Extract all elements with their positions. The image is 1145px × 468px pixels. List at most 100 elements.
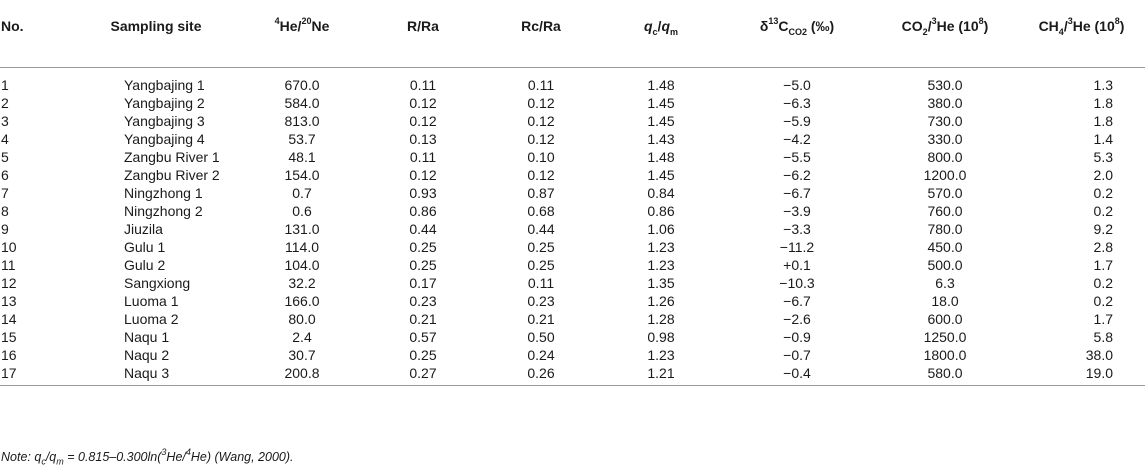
- cell-site: Yangbajing 3: [124, 113, 205, 129]
- cell-qc-qm: 0.86: [647, 203, 675, 219]
- cell-he-ne: 584.0: [284, 95, 320, 111]
- cell-d13c: −3.3: [783, 221, 811, 237]
- table-row: 1 Yangbajing 1 670.0 0.11 0.11 1.48 −5.0 530.0 1…: [0, 68, 1145, 95]
- text-fragment: m: [56, 456, 64, 467]
- cell-rc-ra: 0.11: [527, 275, 555, 291]
- table-row: 11 Gulu 2 104.0 0.25 0.25 1.23 +0.1 500.0 1.7: [0, 256, 1145, 274]
- header-row: No. Sampling site 4He/20Ne R/Ra Rc/Ra qc/qm δ1…: [0, 14, 1145, 68]
- cell-no: 5: [1, 149, 9, 165]
- cell-qc-qm: 1.43: [647, 131, 675, 147]
- cell-qc-qm: 0.98: [647, 329, 675, 345]
- cell-no: 6: [1, 167, 9, 183]
- text-fragment: R/Ra: [407, 18, 439, 34]
- table-row: 6 Zangbu River 2 154.0 0.12 0.12 1.45 −6.2 1200…: [0, 166, 1145, 184]
- cell-rc-ra: 0.10: [527, 149, 555, 165]
- table-row: 7 Ningzhong 1 0.7 0.93 0.87 0.84 −6.7 570.0 0.2: [0, 184, 1145, 202]
- cell-site: Zangbu River 2: [124, 167, 220, 183]
- cell-r-ra: 0.12: [409, 167, 437, 183]
- cell-site: Luoma 2: [124, 311, 179, 327]
- cell-r-ra: 0.86: [409, 203, 437, 219]
- cell-qc-qm: 1.21: [600, 364, 722, 386]
- cell-ch4-he: 1.7: [1093, 311, 1113, 327]
- cell-qc-qm: 1.48: [647, 77, 675, 93]
- text-fragment: 3: [1067, 16, 1073, 27]
- cell-ch4-he: 38.0: [1085, 347, 1113, 363]
- cell-no: 2: [1, 95, 9, 111]
- cell-ch4-he: 5.3: [1093, 149, 1113, 165]
- cell-rc-ra: 0.87: [527, 185, 555, 201]
- cell-no: 17: [0, 364, 72, 386]
- cell-co2-he: 450.0: [927, 239, 963, 255]
- cell-ch4-he: 0.2: [1093, 275, 1113, 291]
- cell-rc-ra: 0.50: [527, 329, 555, 345]
- text-fragment: q: [661, 18, 670, 34]
- cell-no: 7: [1, 185, 9, 201]
- table-row: 4 Yangbajing 4 53.7 0.13 0.12 1.43 −4.2 330.0 1.…: [0, 130, 1145, 148]
- cell-r-ra: 0.57: [409, 329, 437, 345]
- text-fragment: He (10: [936, 18, 979, 34]
- cell-no: 14: [1, 311, 17, 327]
- cell-d13c: −0.7: [783, 347, 811, 363]
- cell-qc-qm: 1.23: [647, 257, 675, 273]
- column-header-d13c: δ13CCO2 (‰): [722, 14, 872, 68]
- cell-co2-he: 18.0: [931, 293, 959, 309]
- cell-site: Ningzhong 2: [124, 203, 203, 219]
- cell-d13c: −3.9: [783, 203, 811, 219]
- cell-site: Sangxiong: [124, 275, 191, 291]
- cell-he-ne: 131.0: [284, 221, 320, 237]
- cell-no: 4: [1, 131, 9, 147]
- column-header-r-ra: R/Ra: [364, 14, 482, 68]
- table-footnote: Note: qc/qm = 0.815–0.300ln(3He/4He) (Wa…: [1, 446, 294, 467]
- text-fragment: q: [643, 18, 653, 34]
- cell-ch4-he: 1.4: [1093, 131, 1113, 147]
- text-fragment: Note: q: [1, 450, 42, 464]
- cell-co2-he: 530.0: [927, 77, 963, 93]
- cell-site: Jiuzila: [124, 221, 163, 237]
- cell-site: Ningzhong 1: [124, 185, 203, 201]
- cell-d13c: −6.7: [783, 293, 811, 309]
- cell-he-ne: 53.7: [288, 131, 316, 147]
- cell-site: Yangbajing 1: [124, 77, 205, 93]
- cell-r-ra: 0.93: [409, 185, 437, 201]
- cell-r-ra: 0.27: [364, 364, 482, 386]
- cell-r-ra: 0.11: [409, 77, 437, 93]
- table-row: 2 Yangbajing 2 584.0 0.12 0.12 1.45 −6.3 380.0 1…: [0, 94, 1145, 112]
- text-fragment: = 0.815–0.300ln(: [63, 450, 162, 464]
- text-fragment: δ: [759, 18, 769, 34]
- text-fragment: 3: [931, 16, 937, 27]
- cell-rc-ra: 0.12: [527, 95, 555, 111]
- cell-he-ne: 30.7: [288, 347, 316, 363]
- text-fragment: /: [657, 18, 662, 34]
- cell-qc-qm: 1.06: [647, 221, 675, 237]
- table-row: 16 Naqu 2 30.7 0.25 0.24 1.23 −0.7 1800.0 38.0: [0, 346, 1145, 364]
- cell-ch4-he: 1.7: [1093, 257, 1113, 273]
- cell-no: 3: [1, 113, 9, 129]
- table-row: 12 Sangxiong 32.2 0.17 0.11 1.35 −10.3 6.3 0.2: [0, 274, 1145, 292]
- cell-ch4-he: 1.8: [1093, 95, 1113, 111]
- cell-he-ne: 48.1: [288, 149, 316, 165]
- cell-no: 16: [1, 347, 17, 363]
- text-fragment: He/: [279, 18, 302, 34]
- cell-d13c: −6.2: [783, 167, 811, 183]
- cell-no: 13: [1, 293, 17, 309]
- cell-d13c: −0.4: [722, 364, 872, 386]
- text-fragment: He/: [166, 450, 186, 464]
- cell-no: 10: [1, 239, 17, 255]
- cell-qc-qm: 1.35: [647, 275, 675, 291]
- cell-ch4-he: 1.3: [1093, 77, 1113, 93]
- text-fragment: c: [652, 26, 658, 37]
- text-fragment: 2: [922, 26, 928, 37]
- text-fragment: /q: [45, 450, 57, 464]
- cell-rc-ra: 0.25: [527, 239, 555, 255]
- text-fragment: CO2: [788, 26, 807, 37]
- text-fragment: 3: [161, 446, 167, 457]
- cell-rc-ra: 0.23: [527, 293, 555, 309]
- text-fragment: 8: [978, 16, 984, 27]
- cell-he-ne: 104.0: [284, 257, 320, 273]
- text-fragment: 13: [768, 16, 779, 27]
- cell-rc-ra: 0.12: [527, 167, 555, 183]
- cell-site: Zangbu River 1: [124, 149, 220, 165]
- text-fragment: Ne: [311, 18, 330, 34]
- text-fragment: He) (Wang, 2000).: [190, 450, 294, 464]
- cell-co2-he: 600.0: [927, 311, 963, 327]
